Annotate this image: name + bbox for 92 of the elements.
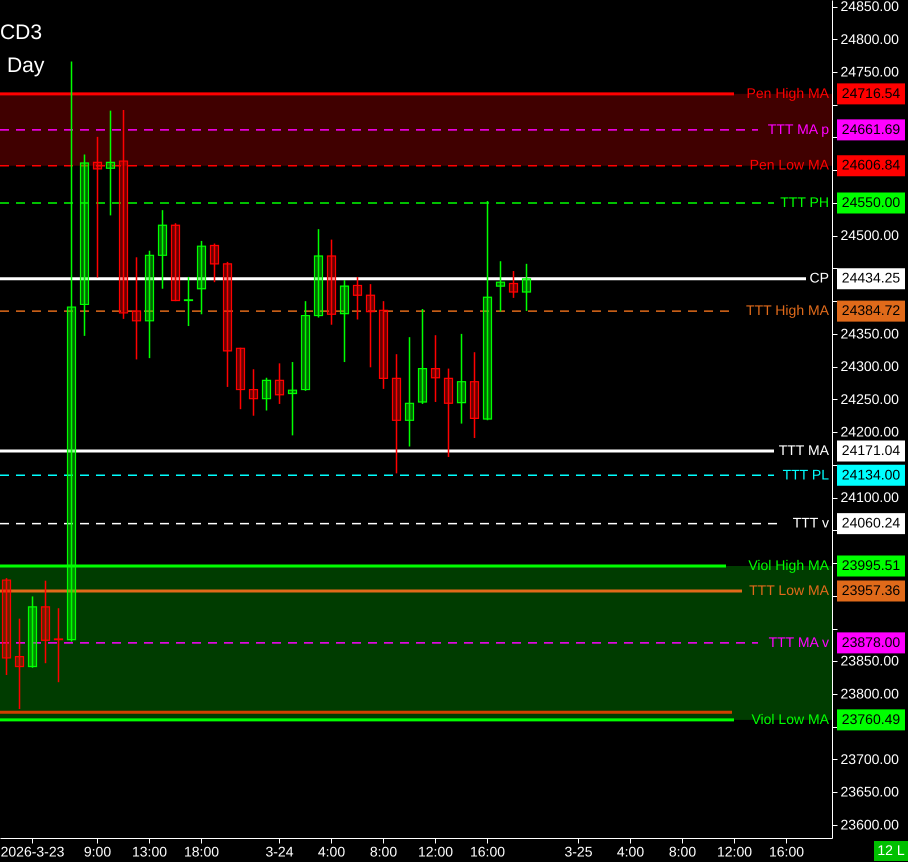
y-tick-label: 23800.00 bbox=[840, 685, 900, 702]
candlestick bbox=[352, 276, 362, 320]
candlestick bbox=[210, 242, 220, 283]
candlestick bbox=[392, 353, 402, 474]
candlestick bbox=[522, 263, 532, 312]
text: 23957.36 bbox=[842, 582, 900, 598]
candlestick bbox=[430, 334, 440, 403]
y-tick-label: 24100.00 bbox=[840, 489, 900, 506]
candlestick bbox=[236, 346, 246, 410]
text: 24606.84 bbox=[842, 156, 900, 173]
ref-line-label: CP bbox=[810, 270, 829, 286]
ref-line-label: TTT PH bbox=[780, 194, 829, 210]
ref-line-label: TTT MA p bbox=[768, 120, 830, 137]
candlestick bbox=[340, 279, 350, 363]
candlestick bbox=[444, 368, 454, 458]
x-tick-label: 2026-3-23 bbox=[0, 844, 65, 860]
x-tick-label: 18:00 bbox=[184, 844, 220, 860]
text: 23878.00 bbox=[842, 634, 900, 650]
x-tick-label: 8:00 bbox=[370, 844, 398, 860]
y-tick-label: 24750.00 bbox=[840, 64, 900, 80]
ref-line-label: Viol Low MA bbox=[751, 710, 830, 727]
candlestick bbox=[470, 351, 480, 439]
x-tick-label: 16:00 bbox=[470, 844, 506, 860]
text: 23995.51 bbox=[842, 556, 900, 573]
ref-line-label: TTT MA bbox=[778, 442, 830, 458]
text: 24716.54 bbox=[842, 84, 900, 101]
x-tick-label: 12:00 bbox=[418, 844, 454, 860]
y-tick-label: 24200.00 bbox=[840, 424, 900, 440]
candlestick bbox=[314, 228, 324, 318]
y-tick-label: 23600.00 bbox=[840, 816, 900, 832]
candlestick bbox=[262, 377, 272, 412]
y-tick-label: 24500.00 bbox=[840, 227, 900, 244]
candlestick bbox=[456, 333, 466, 424]
candlestick bbox=[378, 300, 388, 390]
candlestick bbox=[170, 222, 180, 302]
candlestick bbox=[2, 577, 12, 676]
candlestick bbox=[118, 109, 128, 320]
x-tick-label: 9:00 bbox=[84, 844, 112, 860]
candlestick bbox=[158, 209, 168, 290]
candlestick bbox=[508, 270, 518, 299]
candlestick bbox=[326, 238, 336, 326]
ref-line-label: TTT High MA bbox=[746, 302, 830, 318]
candlestick bbox=[132, 256, 142, 360]
x-tick-label: 16:00 bbox=[768, 844, 804, 860]
ref-line-label: Pen Low MA bbox=[750, 156, 830, 173]
candlestick bbox=[40, 580, 50, 664]
text: CD3 bbox=[0, 21, 42, 44]
x-tick-label: 4:00 bbox=[318, 844, 346, 860]
x-tick-label: 3-24 bbox=[265, 844, 294, 860]
text: 24171.04 bbox=[842, 442, 900, 458]
candlestick bbox=[288, 361, 298, 436]
ref-line-label: TTT MA v bbox=[768, 634, 829, 650]
y-tick-label: 23850.00 bbox=[840, 652, 900, 669]
candlestick bbox=[222, 261, 232, 388]
candlestick bbox=[248, 368, 258, 416]
candlestick bbox=[404, 336, 414, 448]
text: 24661.69 bbox=[842, 120, 900, 137]
y-tick-label: 23650.00 bbox=[840, 784, 900, 800]
candlestick bbox=[28, 596, 38, 669]
x-tick-label: 3-25 bbox=[564, 844, 593, 860]
x-tick-label: 4:00 bbox=[616, 844, 644, 860]
text: 24060.24 bbox=[842, 514, 900, 531]
text: Day bbox=[7, 54, 45, 77]
ref-line-label: TTT PL bbox=[782, 466, 830, 482]
candlestick bbox=[184, 276, 194, 327]
candlestick bbox=[274, 362, 284, 405]
y-tick-label: 23700.00 bbox=[840, 750, 900, 767]
ref-line-label: Viol High MA bbox=[748, 556, 830, 573]
ref-line-label: TTT Low MA bbox=[749, 582, 830, 598]
y-tick-label: 24350.00 bbox=[840, 325, 900, 342]
candlestick bbox=[418, 308, 428, 405]
y-tick-label: 24800.00 bbox=[840, 30, 900, 47]
candlestick bbox=[366, 283, 376, 368]
text: 23760.49 bbox=[842, 710, 900, 727]
text: 24550.00 bbox=[842, 194, 900, 210]
x-tick-label: 8:00 bbox=[668, 844, 696, 860]
candlestick bbox=[14, 618, 24, 710]
candlestick bbox=[300, 300, 310, 392]
candlestick bbox=[496, 260, 506, 312]
y-tick-label: 24300.00 bbox=[840, 358, 900, 374]
y-tick-label: 24250.00 bbox=[840, 390, 900, 407]
candlestick bbox=[144, 250, 154, 359]
ref-line-label: TTT v bbox=[792, 514, 829, 531]
candlestick bbox=[196, 240, 206, 315]
x-tick-label: 13:00 bbox=[132, 844, 168, 860]
text: 24134.00 bbox=[842, 466, 900, 482]
text: 12 L bbox=[877, 842, 905, 858]
text: 24384.72 bbox=[842, 302, 900, 318]
x-tick-label: 12:00 bbox=[716, 844, 752, 860]
ref-line-label: Pen High MA bbox=[746, 84, 830, 101]
y-tick-label: 24850.00 bbox=[840, 0, 900, 14]
text: 24434.25 bbox=[842, 270, 900, 286]
